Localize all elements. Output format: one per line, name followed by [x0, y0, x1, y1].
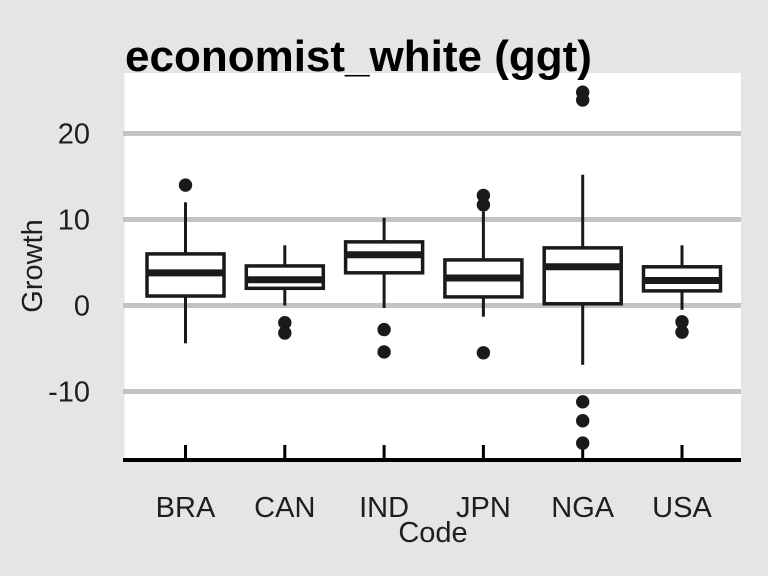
outlier-IND — [377, 345, 391, 359]
x-axis-title: Code — [398, 517, 467, 549]
y-axis-title: Growth — [17, 219, 49, 312]
outlier-USA — [675, 325, 689, 339]
x-tick-label-CAN: CAN — [254, 492, 315, 524]
panel-layer — [124, 73, 741, 459]
x-tick-label-BRA: BRA — [156, 492, 216, 524]
chart-title: economist_white (ggt) — [125, 32, 592, 81]
y-tick-label-0: 0 — [74, 291, 90, 323]
y-tick-label--10: -10 — [48, 377, 90, 409]
outlier-NGA — [576, 414, 590, 428]
outlier-JPN — [476, 188, 491, 203]
y-tick-label-10: 10 — [58, 205, 90, 237]
outlier-CAN — [278, 326, 292, 340]
labels-layer: 20 10 0 -10 BRA CAN IND JPN NGA USA — [48, 119, 712, 525]
outlier-IND — [377, 322, 391, 337]
outlier-JPN — [476, 346, 491, 360]
y-tick-label-20: 20 — [58, 119, 90, 151]
outlier-BRA — [178, 178, 193, 192]
gridline-layer — [123, 131, 741, 394]
x-tick-label-USA: USA — [652, 492, 712, 524]
outlier-JPN — [476, 198, 491, 212]
outlier-CAN — [278, 316, 292, 330]
box-NGA — [542, 246, 623, 306]
axes-layer — [123, 445, 741, 462]
outlier-USA — [675, 315, 689, 329]
x-tick-label-JPN: JPN — [456, 492, 511, 524]
x-tick-label-NGA: NGA — [551, 492, 615, 524]
outlier-NGA — [576, 436, 590, 450]
plot-panel — [124, 73, 741, 459]
x-tick-label-IND: IND — [359, 492, 409, 524]
boxplot-layer — [145, 85, 723, 450]
outlier-NGA — [576, 395, 590, 409]
outlier-NGA — [576, 93, 590, 107]
